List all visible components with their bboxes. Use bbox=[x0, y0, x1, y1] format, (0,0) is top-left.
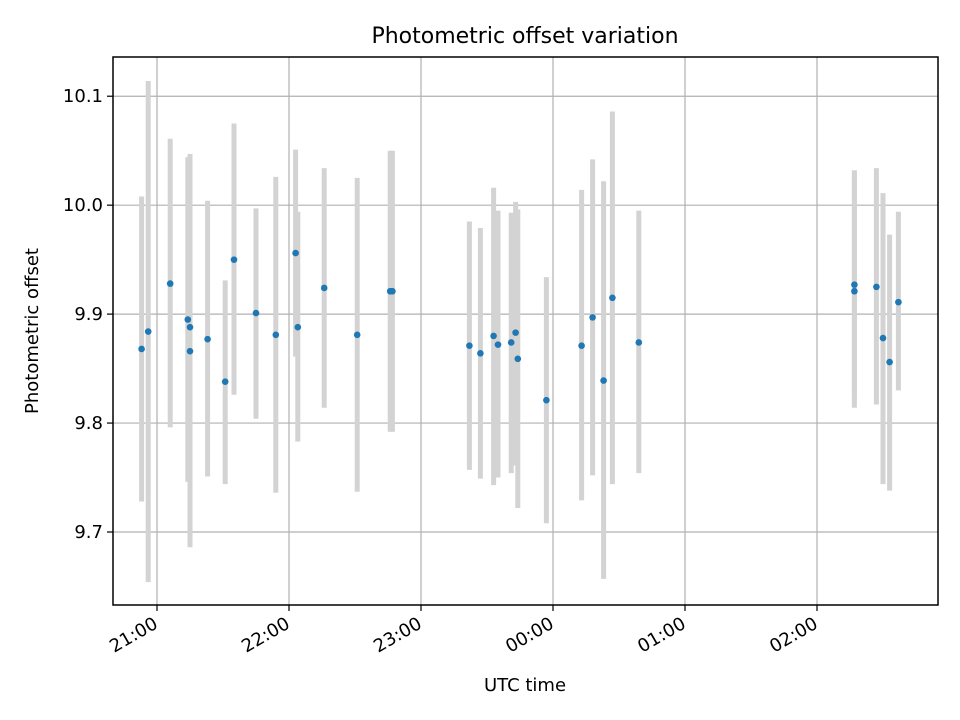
data-point bbox=[514, 355, 522, 363]
data-point bbox=[184, 316, 192, 323]
x-tick-label: 02:00 bbox=[766, 613, 821, 657]
data-point bbox=[466, 342, 473, 350]
data-point bbox=[543, 396, 550, 404]
data-point bbox=[144, 328, 152, 335]
data-point bbox=[886, 358, 893, 366]
data-point bbox=[292, 249, 299, 257]
data-point bbox=[494, 341, 502, 348]
data-point bbox=[272, 331, 280, 339]
x-tick-label: 00:00 bbox=[502, 613, 557, 657]
data-point bbox=[186, 323, 194, 331]
data-point bbox=[221, 378, 229, 385]
data-point bbox=[477, 350, 484, 357]
data-point bbox=[353, 331, 361, 339]
data-point bbox=[186, 347, 194, 355]
x-tick-label: 21:00 bbox=[106, 613, 161, 657]
y-tick-label: 10.1 bbox=[63, 86, 103, 107]
data-point bbox=[389, 287, 396, 295]
tick-layer: 21:00 22:00 23:00 00:00 01:00 02:00 9.7 9.8 9.9 1… bbox=[63, 86, 822, 657]
data-point bbox=[138, 345, 145, 353]
data-point bbox=[252, 309, 260, 317]
data-point bbox=[873, 283, 880, 291]
data-point bbox=[204, 335, 211, 343]
data-point bbox=[507, 339, 515, 346]
data-point bbox=[578, 342, 585, 350]
y-axis-label: Photometric offset bbox=[22, 248, 43, 414]
data-point bbox=[512, 329, 519, 336]
y-tick-label: 9.7 bbox=[74, 522, 103, 543]
x-axis-label: UTC time bbox=[484, 675, 566, 696]
data-point bbox=[230, 256, 238, 263]
grid-layer bbox=[113, 57, 938, 605]
data-point bbox=[589, 314, 596, 321]
x-tick-label: 01:00 bbox=[634, 613, 689, 657]
y-tick-label: 10.0 bbox=[63, 195, 103, 216]
x-tick-label: 22:00 bbox=[238, 613, 293, 657]
y-tick-label: 9.9 bbox=[74, 304, 103, 325]
chart-title: Photometric offset variation bbox=[371, 24, 678, 49]
data-point bbox=[320, 284, 328, 292]
data-point bbox=[879, 334, 887, 342]
data-point bbox=[851, 287, 858, 295]
data-point bbox=[490, 332, 497, 340]
point-layer bbox=[138, 249, 902, 404]
x-tick-label: 23:00 bbox=[370, 613, 425, 657]
data-point bbox=[294, 323, 302, 331]
errorbar-layer bbox=[139, 80, 901, 583]
data-point bbox=[851, 281, 858, 288]
data-point bbox=[609, 294, 616, 302]
y-tick-label: 9.8 bbox=[74, 413, 103, 434]
data-point bbox=[895, 298, 902, 306]
data-point bbox=[166, 280, 174, 287]
plot-frame bbox=[112, 56, 939, 606]
data-point bbox=[600, 377, 607, 384]
data-point bbox=[635, 339, 643, 346]
